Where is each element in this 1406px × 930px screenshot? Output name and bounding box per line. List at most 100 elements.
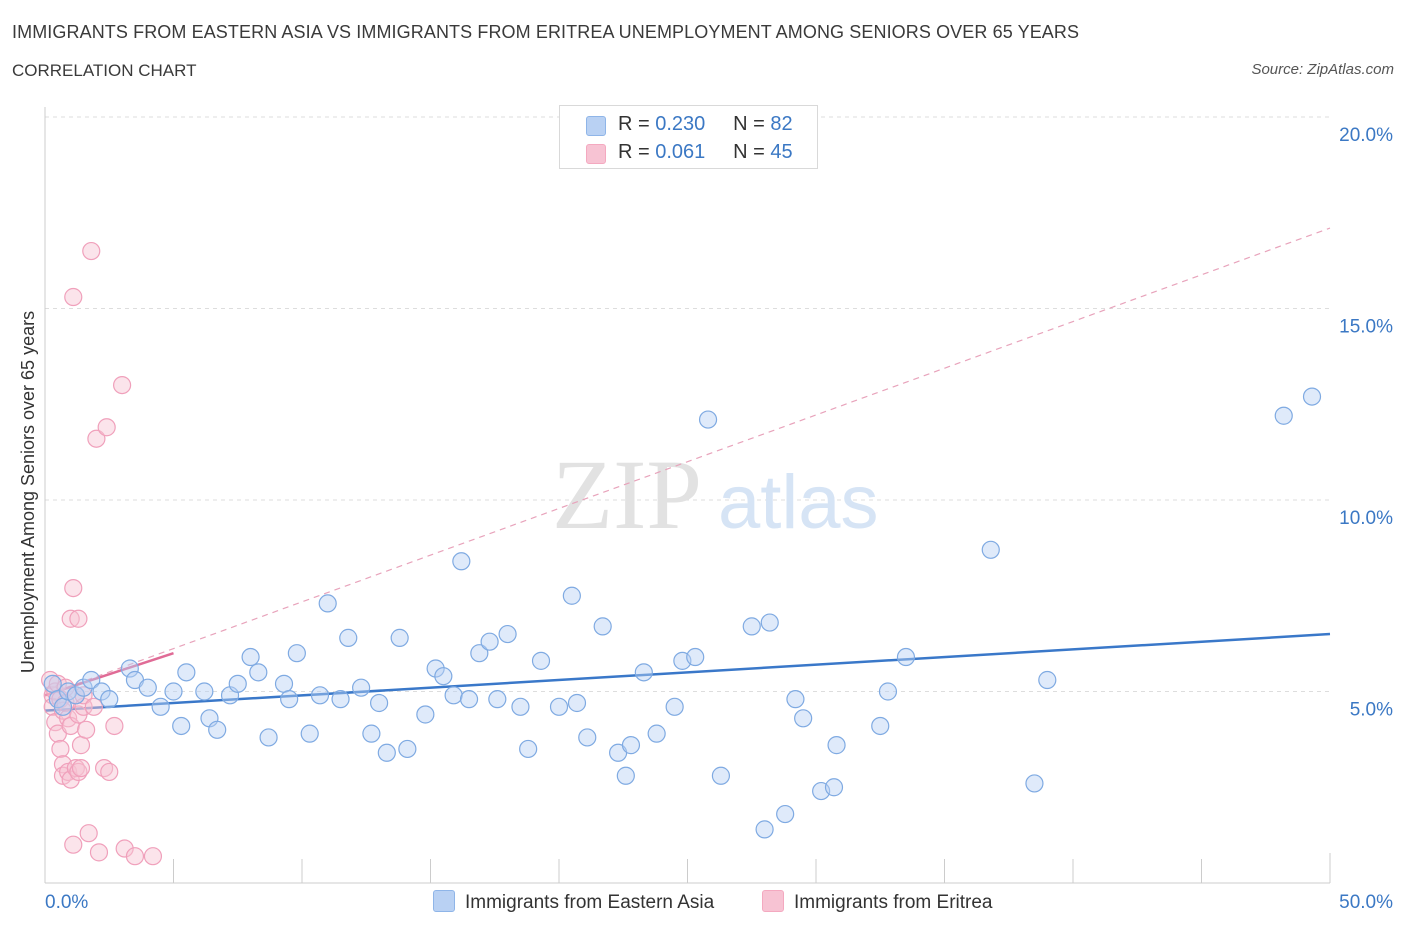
grid-lines: [45, 116, 1330, 692]
point-eastern-asia: [444, 686, 463, 705]
axis-labels: 5.0% 10.0% 15.0% 20.0% 0.0% 50.0% Unemployment…: [18, 125, 1393, 913]
point-eastern-asia: [498, 624, 517, 644]
point-eastern-asia: [120, 659, 139, 678]
point-eastern-asia: [742, 617, 761, 636]
point-eastern-asia: [274, 674, 294, 693]
watermark-zip: ZIP: [552, 439, 702, 550]
point-eritrea: [74, 686, 93, 705]
point-eastern-asia: [172, 716, 191, 736]
legend-swatch-eritrea: [586, 144, 606, 164]
trend-eritrea: [44, 652, 174, 697]
point-eritrea: [84, 697, 103, 716]
point-eritrea: [64, 578, 83, 598]
point-eastern-asia: [794, 709, 813, 728]
point-eastern-asia: [480, 632, 499, 651]
point-eastern-asia: [259, 728, 278, 747]
point-eastern-asia: [228, 674, 247, 693]
point-eastern-asia: [878, 682, 898, 701]
trend-lines: [44, 227, 1331, 712]
bottom-legend-eastern-asia: Immigrants from Eastern Asia: [433, 890, 714, 914]
bottom-legend-swatch-eritrea: [762, 890, 784, 912]
point-eastern-asia: [871, 716, 890, 736]
point-eastern-asia: [318, 594, 337, 613]
point-eritrea: [64, 287, 83, 307]
point-eastern-asia: [665, 697, 684, 716]
point-eastern-asia: [138, 678, 157, 697]
point-eritrea: [100, 762, 119, 782]
source-label: Source: ZipAtlas.com: [1251, 61, 1394, 78]
point-eritrea: [89, 843, 109, 862]
point-eritrea: [61, 609, 80, 628]
point-eastern-asia: [1274, 406, 1293, 425]
point-eastern-asia: [390, 628, 409, 647]
point-eastern-asia: [1038, 670, 1057, 690]
point-eastern-asia: [452, 552, 471, 571]
point-eastern-asia: [177, 663, 196, 682]
correlation-legend: R = 0.230 N = 82 R = 0.061 N = 45: [559, 105, 818, 169]
point-eritrea: [97, 418, 116, 437]
point-eastern-asia: [74, 678, 93, 697]
point-eastern-asia: [698, 410, 718, 429]
axes: [44, 107, 1331, 884]
point-eastern-asia: [711, 766, 731, 785]
point-eastern-asia: [593, 617, 612, 636]
point-eritrea: [71, 736, 91, 755]
legend-n-value: 45: [770, 141, 793, 163]
point-eastern-asia: [100, 690, 119, 709]
trend-eastern-asia: [44, 632, 1331, 712]
point-eastern-asia: [362, 724, 381, 743]
point-eritrea: [87, 429, 106, 448]
point-eastern-asia: [824, 778, 844, 797]
point-eritrea: [69, 609, 88, 628]
y-tick-label: 15.0%: [1339, 317, 1393, 338]
point-eastern-asia: [519, 739, 538, 759]
point-eastern-asia: [776, 804, 795, 824]
point-eastern-asia: [616, 766, 635, 785]
point-eastern-asia: [370, 693, 389, 713]
point-eastern-asia: [398, 739, 417, 759]
legend-swatch-eastern-asia: [586, 116, 606, 136]
point-eritrea: [79, 824, 98, 843]
point-eastern-asia: [531, 651, 551, 670]
point-eastern-asia: [331, 690, 350, 709]
point-eastern-asia: [511, 697, 530, 716]
point-eastern-asia: [470, 644, 489, 663]
legend-r-label: R =: [618, 141, 650, 163]
y-tick-label: 5.0%: [1350, 700, 1393, 721]
point-eritrea: [64, 835, 83, 854]
chart-subtitle: CORRELATION CHART: [12, 61, 197, 80]
point-eastern-asia: [755, 820, 774, 839]
point-eastern-asia: [488, 690, 507, 709]
point-eastern-asia: [280, 690, 299, 709]
watermark-atlas: atlas: [718, 460, 879, 545]
point-eastern-asia: [578, 728, 597, 747]
point-eastern-asia: [310, 686, 330, 705]
chart-title: IMMIGRANTS FROM EASTERN ASIA VS IMMIGRAN…: [12, 22, 1080, 42]
legend-r-label: R =: [618, 113, 650, 135]
point-eastern-asia: [66, 686, 85, 705]
point-eastern-asia: [241, 647, 260, 667]
point-eastern-asia: [1302, 387, 1322, 406]
point-eastern-asia: [549, 697, 569, 716]
point-eastern-asia: [686, 647, 705, 667]
point-eastern-asia: [339, 628, 358, 647]
watermark: ZIP atlas: [552, 439, 879, 550]
point-eritrea: [71, 758, 91, 778]
legend-n-value: 82: [770, 113, 793, 135]
point-eastern-asia: [634, 663, 653, 682]
point-eastern-asia: [896, 647, 916, 667]
point-eastern-asia: [416, 705, 435, 724]
point-eastern-asia: [426, 659, 445, 678]
point-eastern-asia: [92, 682, 111, 701]
data-points: [41, 241, 1322, 866]
bottom-legend-swatch-eastern-asia: [433, 890, 455, 912]
x-tick-label-right: 50.0%: [1339, 892, 1393, 913]
point-eastern-asia: [208, 720, 227, 739]
point-eastern-asia: [981, 540, 1000, 559]
point-eastern-asia: [459, 690, 479, 709]
point-eastern-asia: [300, 724, 319, 743]
point-eastern-asia: [786, 690, 805, 709]
point-eritrea: [105, 716, 124, 736]
bottom-legend-label: Immigrants from Eritrea: [794, 892, 993, 913]
